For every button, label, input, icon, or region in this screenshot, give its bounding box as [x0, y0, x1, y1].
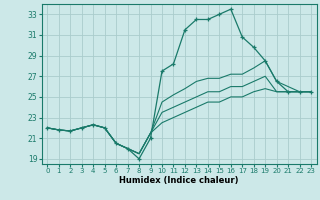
X-axis label: Humidex (Indice chaleur): Humidex (Indice chaleur) — [119, 176, 239, 185]
